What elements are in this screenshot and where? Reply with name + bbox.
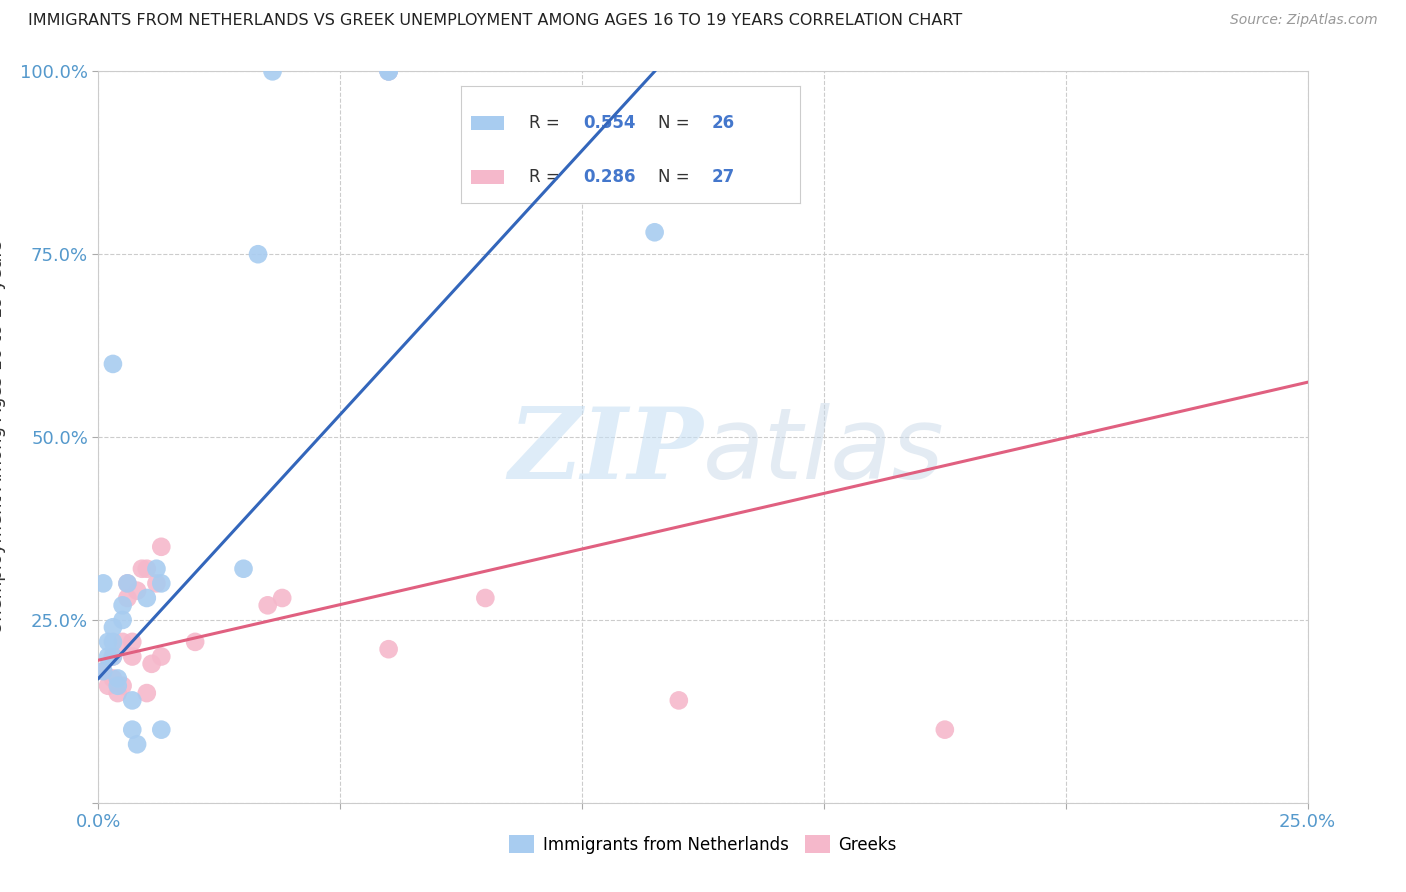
Point	[91, 664, 114, 678]
Point	[271, 591, 294, 605]
Point	[121, 693, 143, 707]
Point	[135, 686, 157, 700]
Point	[644, 225, 666, 239]
Point	[145, 562, 167, 576]
Point	[377, 64, 399, 78]
Point	[97, 635, 120, 649]
Point	[111, 599, 134, 613]
Point	[934, 723, 956, 737]
Point	[127, 583, 149, 598]
Point	[121, 649, 143, 664]
Point	[474, 591, 496, 605]
Point	[668, 693, 690, 707]
Point	[121, 635, 143, 649]
Point	[97, 679, 120, 693]
Point	[117, 576, 139, 591]
Point	[111, 635, 134, 649]
Point	[377, 64, 399, 78]
Point	[145, 576, 167, 591]
Text: atlas: atlas	[703, 403, 945, 500]
Point	[135, 562, 157, 576]
Point	[150, 649, 173, 664]
Legend: Immigrants from Netherlands, Greeks: Immigrants from Netherlands, Greeks	[502, 829, 904, 860]
Point	[131, 562, 153, 576]
Point	[91, 664, 114, 678]
Point	[247, 247, 270, 261]
Text: ZIP: ZIP	[508, 403, 703, 500]
Point	[232, 562, 254, 576]
Point	[377, 642, 399, 657]
Point	[150, 540, 173, 554]
Point	[141, 657, 163, 671]
Point	[107, 679, 129, 693]
Text: IMMIGRANTS FROM NETHERLANDS VS GREEK UNEMPLOYMENT AMONG AGES 16 TO 19 YEARS CORR: IMMIGRANTS FROM NETHERLANDS VS GREEK UNE…	[28, 13, 962, 29]
Point	[107, 686, 129, 700]
Point	[121, 723, 143, 737]
Point	[101, 672, 124, 686]
Point	[101, 620, 124, 634]
Y-axis label: Unemployment Among Ages 16 to 19 years: Unemployment Among Ages 16 to 19 years	[0, 240, 6, 634]
Point	[184, 635, 207, 649]
Point	[101, 649, 124, 664]
Point	[101, 357, 124, 371]
Point	[117, 591, 139, 605]
Point	[107, 672, 129, 686]
Point	[127, 737, 149, 751]
Point	[135, 591, 157, 605]
Point	[101, 649, 124, 664]
Point	[91, 576, 114, 591]
Point	[101, 635, 124, 649]
Point	[117, 576, 139, 591]
Point	[150, 723, 173, 737]
Point	[150, 576, 173, 591]
Point	[262, 64, 284, 78]
Point	[97, 649, 120, 664]
Point	[256, 599, 278, 613]
Point	[111, 613, 134, 627]
Point	[111, 679, 134, 693]
Text: Source: ZipAtlas.com: Source: ZipAtlas.com	[1230, 13, 1378, 28]
Point	[377, 64, 399, 78]
